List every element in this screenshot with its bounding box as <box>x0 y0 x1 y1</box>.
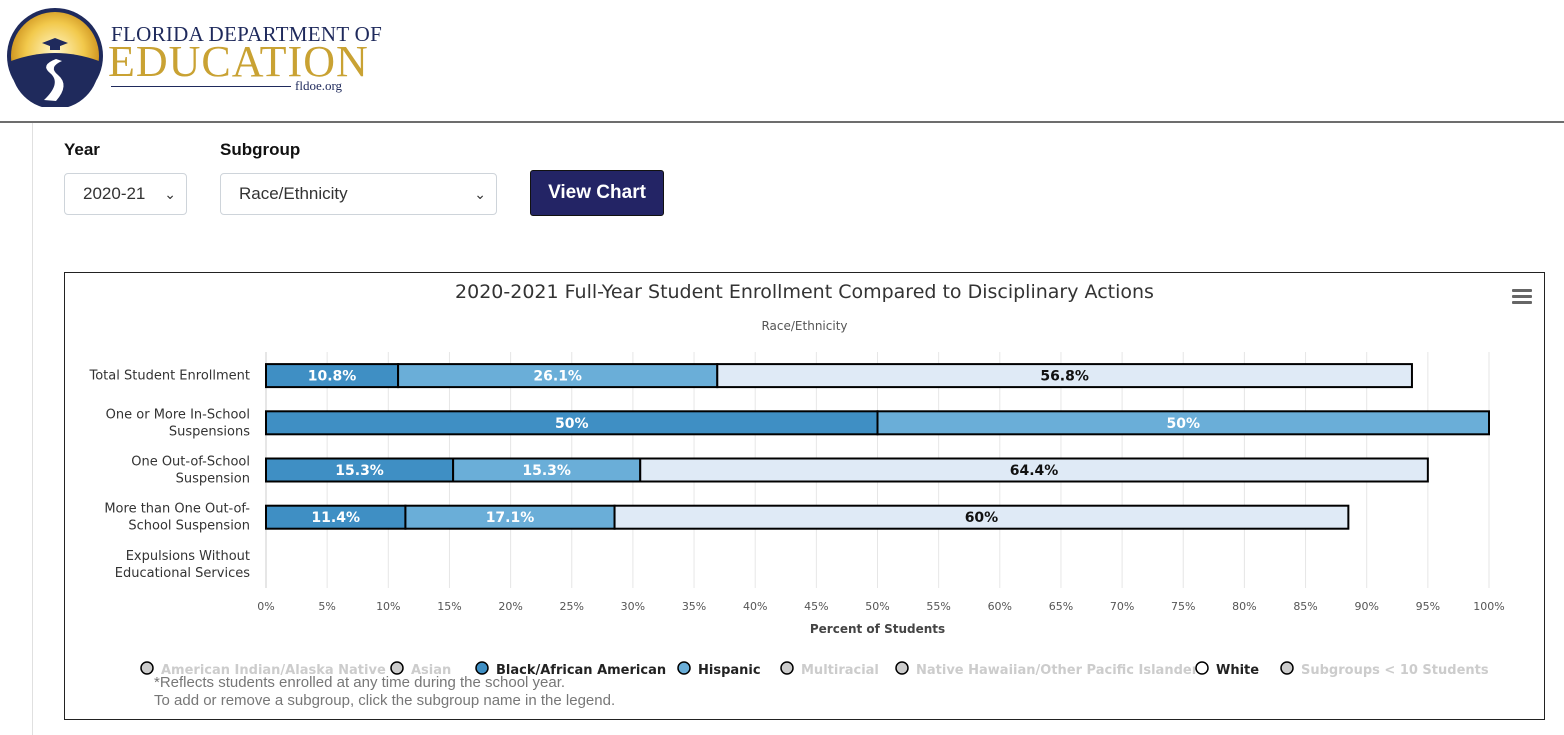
x-tick-label: 5% <box>318 600 335 613</box>
footnote-legend-hint: To add or remove a subgroup, click the s… <box>154 692 616 709</box>
header-divider <box>0 121 1564 123</box>
left-divider <box>32 123 33 735</box>
subgroup-select-value: Race/Ethnicity <box>239 184 348 203</box>
logo-text-education: EDUCATION <box>108 37 369 86</box>
site-header: FLORIDA DEPARTMENT OF EDUCATION fldoe.or… <box>0 0 1564 121</box>
logo-text-department: FLORIDA DEPARTMENT OF <box>111 22 383 46</box>
bar-data-label: 15.3% <box>522 463 571 479</box>
x-tick-label: 90% <box>1354 600 1378 613</box>
bar-data-label: 56.8% <box>1040 369 1089 385</box>
legend-marker <box>677 661 691 675</box>
x-tick-label: 15% <box>437 600 461 613</box>
category-label: Educational Services <box>115 566 250 581</box>
bar-segment <box>613 504 1350 530</box>
category-label: One Out-of-School <box>131 455 250 470</box>
x-tick-label: 65% <box>1049 600 1073 613</box>
x-tick-label: 20% <box>498 600 522 613</box>
fldoe-seal-logo[interactable] <box>4 5 106 107</box>
legend-item[interactable]: Subgroups < 10 Students <box>1301 663 1489 678</box>
x-tick-label: 55% <box>926 600 950 613</box>
category-label: School Suspension <box>128 519 250 534</box>
legend-marker <box>895 661 909 675</box>
legend-item[interactable]: Multiracial <box>801 663 879 678</box>
year-select[interactable]: 2020-21 ⌄ <box>64 173 187 215</box>
x-tick-label: 30% <box>621 600 645 613</box>
subgroup-select[interactable]: Race/Ethnicity ⌄ <box>220 173 497 215</box>
year-select-value: 2020-21 <box>83 184 146 203</box>
bar-segment <box>716 363 1413 389</box>
legend-item[interactable]: American Indian/Alaska Native <box>161 663 386 678</box>
x-tick-label: 40% <box>743 600 767 613</box>
bar-data-label: 60% <box>965 510 999 526</box>
chart-subtitle: Race/Ethnicity <box>761 319 848 333</box>
x-tick-label: 50% <box>865 600 889 613</box>
x-tick-label: 85% <box>1293 600 1317 613</box>
bar-data-label: 50% <box>555 416 589 432</box>
x-tick-label: 25% <box>560 600 584 613</box>
legend-item[interactable]: Black/African American <box>496 663 666 678</box>
legend-item[interactable]: White <box>1216 663 1259 678</box>
bar-segment <box>876 410 1490 436</box>
x-tick-label: 60% <box>988 600 1012 613</box>
bar-segment <box>639 457 1429 483</box>
legend-marker <box>780 661 794 675</box>
bar-data-label: 26.1% <box>533 369 582 385</box>
x-tick-label: 0% <box>257 600 274 613</box>
x-tick-label: 100% <box>1473 600 1504 613</box>
x-tick-label: 35% <box>682 600 706 613</box>
bar-data-label: 11.4% <box>311 510 360 526</box>
x-tick-label: 75% <box>1171 600 1195 613</box>
category-label: Suspension <box>176 472 250 487</box>
chevron-down-icon: ⌄ <box>474 186 486 202</box>
legend-item[interactable]: Hispanic <box>698 663 761 678</box>
legend-item[interactable]: Native Hawaiian/Other Pacific Islander <box>916 663 1199 678</box>
x-tick-label: 95% <box>1416 600 1440 613</box>
bar-data-label: 17.1% <box>486 510 535 526</box>
x-tick-label: 45% <box>804 600 828 613</box>
year-label: Year <box>64 140 100 159</box>
legend-item[interactable]: Asian <box>411 663 451 678</box>
category-label: More than One Out-of- <box>104 502 250 517</box>
footnote-enrollment: *Reflects students enrolled at any time … <box>154 674 566 691</box>
x-axis-title: Percent of Students <box>810 622 945 636</box>
category-label: Total Student Enrollment <box>89 369 251 384</box>
legend-marker <box>1195 661 1209 675</box>
subgroup-label: Subgroup <box>220 140 301 159</box>
view-chart-button[interactable]: View Chart <box>530 170 664 216</box>
category-label: Suspensions <box>169 424 250 439</box>
chart-menu-icon[interactable] <box>1512 289 1532 305</box>
bar-data-label: 15.3% <box>335 463 384 479</box>
logo-underline <box>111 86 291 87</box>
legend-marker <box>1280 661 1294 675</box>
chart-container <box>64 272 1545 720</box>
x-tick-label: 70% <box>1110 600 1134 613</box>
bar-data-label: 64.4% <box>1010 463 1059 479</box>
logo-url: fldoe.org <box>295 78 343 93</box>
chart-title: 2020-2021 Full-Year Student Enrollment C… <box>455 281 1154 303</box>
x-tick-label: 80% <box>1232 600 1256 613</box>
legend-marker <box>140 661 154 675</box>
category-label: One or More In-School <box>106 407 250 422</box>
chevron-down-icon: ⌄ <box>164 186 176 202</box>
category-label: Expulsions Without <box>126 549 250 564</box>
bar-data-label: 50% <box>1166 416 1200 432</box>
legend-marker <box>390 661 404 675</box>
x-tick-label: 10% <box>376 600 400 613</box>
bar-data-label: 10.8% <box>308 369 357 385</box>
legend-marker <box>475 661 489 675</box>
